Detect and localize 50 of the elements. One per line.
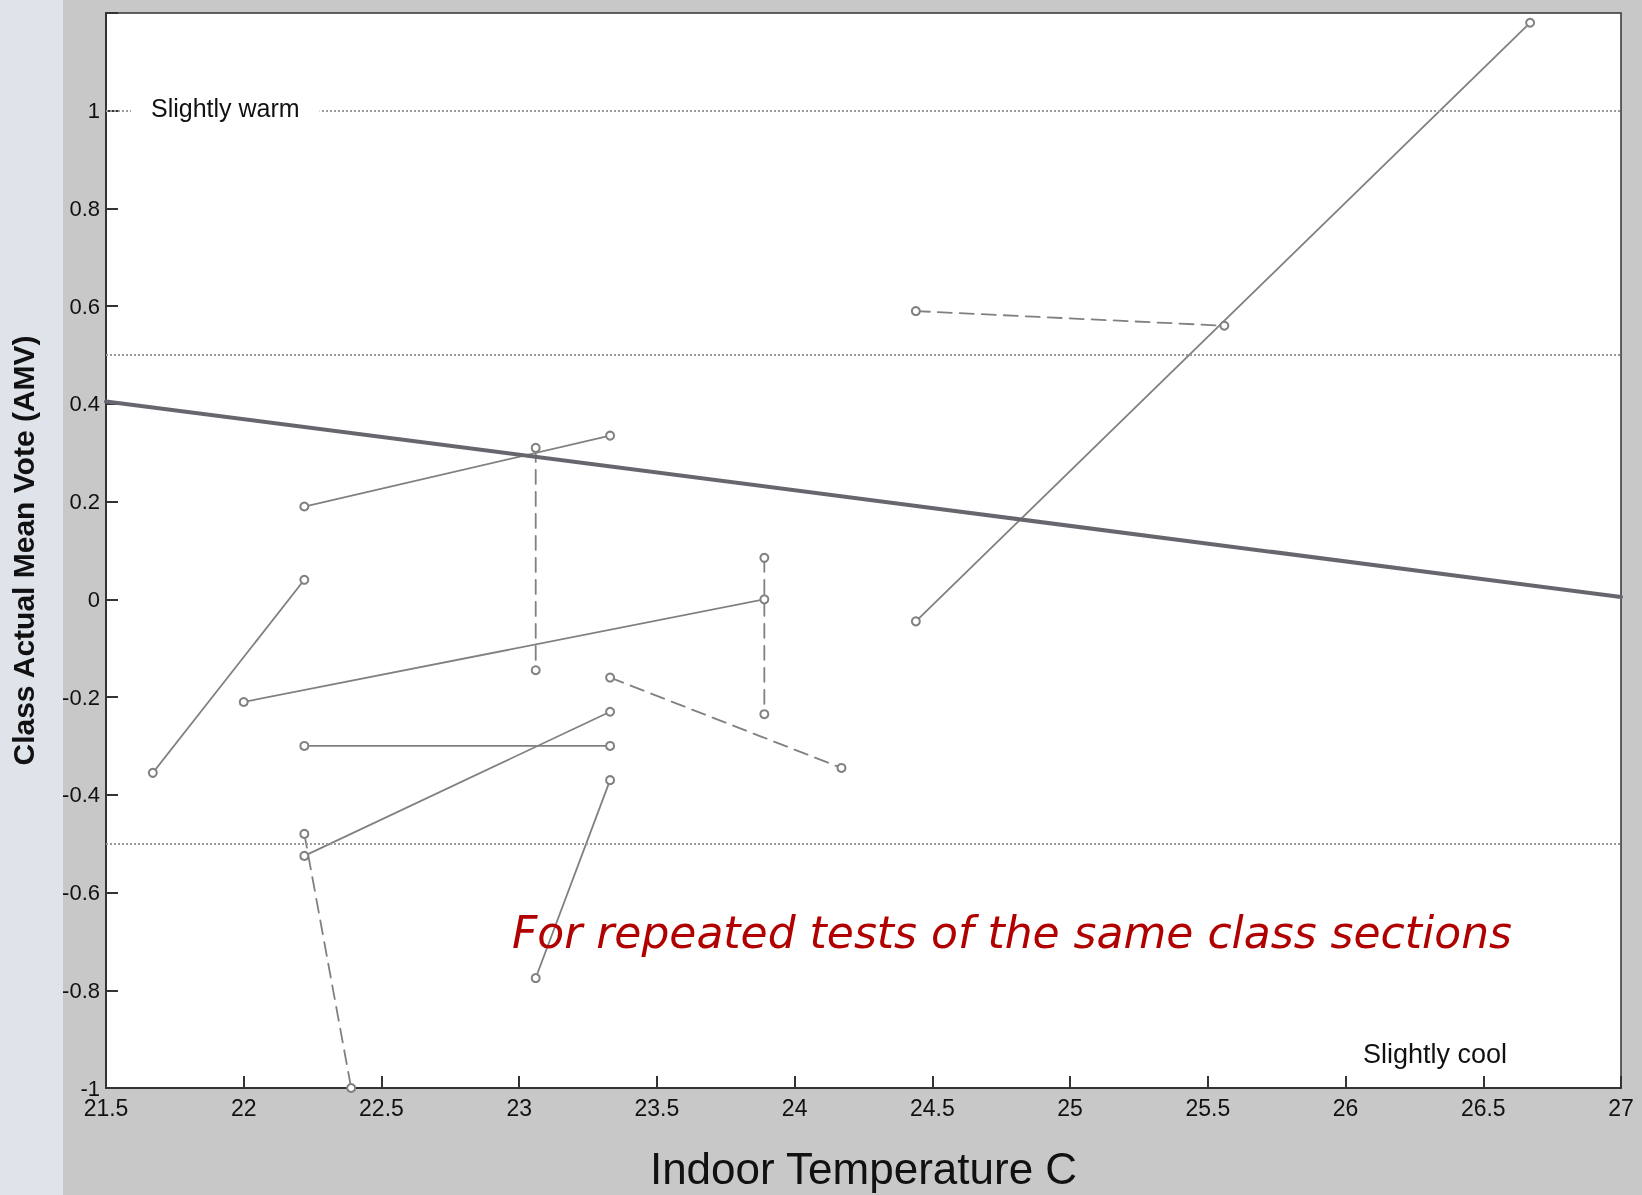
x-tick-label: 25.5: [1185, 1094, 1231, 1121]
point: [530, 665, 541, 676]
y-tick-label: -0.8: [62, 977, 100, 1003]
point: [147, 767, 158, 778]
x-tick-label: 23.5: [634, 1094, 680, 1121]
point: [759, 552, 770, 563]
point: [605, 672, 616, 683]
point: [530, 442, 541, 453]
point: [836, 762, 847, 773]
x-tick-label: 22.5: [359, 1094, 404, 1121]
y-tick-label: 0: [87, 586, 100, 612]
y-tick-label: 0.2: [69, 489, 100, 515]
point: [299, 850, 310, 861]
ref-line-label: Slightly warm: [151, 94, 300, 123]
x-tick-label: 27: [1608, 1094, 1634, 1121]
point: [299, 501, 310, 512]
annotation: Slightly cool: [1362, 1038, 1508, 1069]
point: [299, 740, 310, 751]
point: [605, 430, 616, 441]
point: [530, 973, 541, 984]
x-tick-label: 22: [230, 1094, 257, 1121]
y-tick-label: 0.8: [69, 195, 100, 221]
x-tick-label: 25: [1057, 1094, 1083, 1121]
y-tick-label: -0.4: [62, 782, 100, 808]
y-tick-label: 0.4: [69, 391, 100, 417]
point: [605, 775, 616, 786]
y-tick-label: -0.2: [62, 684, 100, 710]
point: [605, 740, 616, 751]
point: [759, 709, 770, 720]
x-tick-label: 24: [781, 1094, 808, 1121]
point: [605, 706, 616, 717]
x-tick-label: 24.5: [909, 1094, 955, 1121]
point: [759, 594, 770, 605]
point: [299, 828, 310, 839]
point: [1525, 17, 1536, 28]
y-tick-label: 1: [87, 98, 100, 124]
point: [346, 1083, 357, 1093]
x-tick-label: 26: [1332, 1094, 1359, 1121]
point: [910, 306, 921, 317]
x-tick-label: 23: [506, 1094, 532, 1121]
point: [238, 696, 249, 707]
y-tick-label: -0.6: [62, 880, 100, 906]
point: [910, 616, 921, 627]
x-tick-label: 26.5: [1460, 1094, 1506, 1121]
y-axis-title: Class Actual Mean Vote (AMV): [6, 335, 40, 766]
annotation: For repeated tests of the same class sections: [511, 906, 1512, 958]
x-axis-title: Indoor Temperature C: [649, 1143, 1078, 1193]
y-tick-label: 0.6: [69, 293, 100, 319]
point: [299, 574, 310, 585]
point: [1219, 320, 1230, 331]
